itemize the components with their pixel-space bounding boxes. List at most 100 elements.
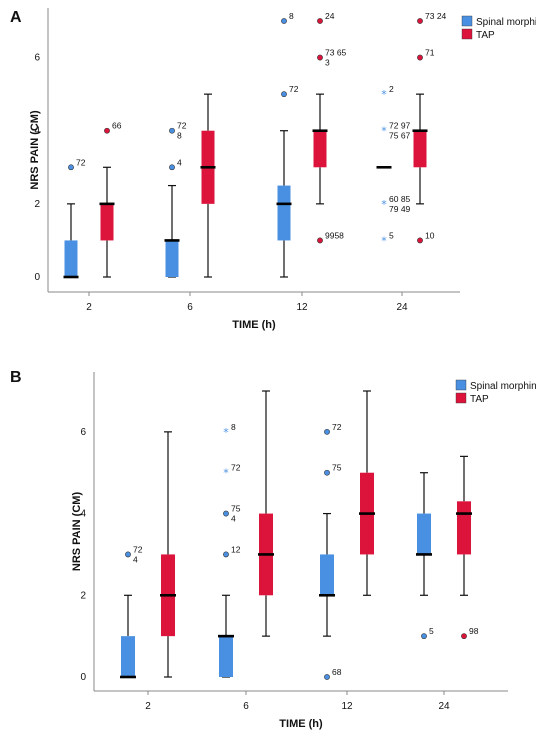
y-tick-label: 6 (80, 427, 86, 438)
legend-swatch (455, 379, 467, 391)
x-tick-label: 2 (145, 701, 151, 712)
outlier-label: 72 (289, 84, 299, 94)
outlier-extreme-point: * (381, 234, 387, 247)
y-tick-label: 0 (34, 272, 40, 283)
outlier-point (125, 551, 131, 558)
outlier-label: 98 (469, 626, 479, 636)
outlier-point (169, 127, 175, 134)
outlier-label: 68 (332, 667, 342, 677)
outlier-point (317, 54, 323, 61)
outlier-point (281, 91, 287, 98)
outlier-point (461, 633, 467, 640)
outlier-label: 71 (425, 48, 435, 58)
outlier-label: 72 (133, 544, 143, 554)
outlier-extreme-point: * (223, 467, 229, 480)
outlier-label: 4 (133, 554, 138, 564)
outlier-point (324, 428, 330, 435)
outlier-label: 5 (429, 626, 434, 636)
outlier-label: 72 97 (389, 121, 411, 131)
y-tick-label: 2 (34, 199, 40, 210)
outlier-label: 72 (76, 157, 86, 167)
outlier-label: 24 (325, 11, 335, 21)
box-spinal (121, 636, 135, 677)
outlier-point (417, 237, 423, 244)
outlier-label: 72 (231, 463, 241, 473)
x-axis-title: TIME (h) (279, 718, 323, 730)
x-tick-label: 6 (187, 302, 193, 313)
legend-swatch (461, 28, 473, 40)
box-spinal (277, 185, 291, 241)
outlier-point (223, 551, 229, 558)
legend-label: Spinal morphine (470, 381, 536, 392)
outlier-label: 72 (177, 121, 187, 131)
outlier-point (421, 633, 427, 640)
y-axis-title: NRS PAIN (CM) (71, 492, 83, 572)
x-tick-label: 6 (243, 701, 249, 712)
y-tick-label: 0 (80, 672, 86, 683)
outlier-point (324, 469, 330, 476)
legend-swatch (455, 392, 467, 404)
outlier-extreme-point: * (381, 88, 387, 101)
outlier-label: 4 (177, 157, 182, 167)
outlier-point (223, 510, 229, 517)
outlier-point (317, 18, 323, 24)
outlier-point (417, 18, 423, 24)
x-tick-label: 2 (86, 302, 92, 313)
y-tick-label: 4 (80, 509, 86, 520)
outlier-label: 9958 (325, 230, 344, 240)
outlier-label: 79 49 (389, 204, 411, 214)
x-tick-label: 24 (438, 701, 450, 712)
outlier-point (317, 237, 323, 244)
outlier-point (324, 674, 330, 680)
x-axis-title: TIME (h) (232, 319, 276, 331)
outlier-point (281, 18, 287, 24)
outlier-point (104, 127, 110, 134)
box-spinal (165, 240, 179, 277)
outlier-point (169, 164, 175, 171)
outlier-label: 5 (389, 230, 394, 240)
outlier-label: 8 (289, 11, 294, 21)
y-axis-title: NRS PAIN (CM) (29, 110, 41, 190)
box-tap (100, 203, 114, 241)
outlier-label: 72 (332, 422, 342, 432)
outlier-extreme-point: * (381, 125, 387, 138)
box-tap (413, 130, 427, 168)
outlier-label: 73 24 (425, 11, 447, 21)
y-tick-label: 6 (34, 53, 40, 64)
outlier-label: 8 (177, 131, 182, 141)
outlier-label: 60 85 (389, 194, 411, 204)
x-tick-label: 12 (341, 701, 353, 712)
x-tick-label: 12 (296, 302, 308, 313)
panel-letter: A (10, 9, 22, 26)
y-tick-label: 2 (80, 590, 86, 601)
box-tap (313, 130, 327, 168)
outlier-label: 66 (112, 121, 122, 131)
box-spinal (417, 513, 431, 555)
box-tap (457, 501, 471, 555)
outlier-label: 75 (231, 504, 241, 514)
outlier-extreme-point: * (223, 426, 229, 439)
outlier-label: 75 67 (389, 131, 411, 141)
outlier-label: 2 (389, 84, 394, 94)
legend-label: TAP (470, 394, 489, 405)
x-tick-label: 24 (396, 302, 408, 313)
outlier-label: 73 65 (325, 48, 347, 58)
outlier-point (417, 54, 423, 61)
outlier-point (68, 164, 74, 171)
box-spinal (219, 636, 233, 677)
legend-swatch (461, 15, 473, 27)
legend-label: Spinal morphine (476, 17, 536, 28)
panel-letter: B (10, 369, 22, 386)
box-spinal (64, 240, 78, 277)
outlier-label: 75 (332, 463, 342, 473)
legend-label: TAP (476, 30, 495, 41)
outlier-label: 8 (231, 422, 236, 432)
outlier-label: 12 (231, 544, 241, 554)
box-spinal (320, 554, 334, 596)
outlier-extreme-point: * (381, 198, 387, 211)
outlier-label: 4 (231, 514, 236, 524)
outlier-label: 3 (325, 58, 330, 68)
y-tick-label: 4 (34, 126, 40, 137)
outlier-label: 10 (425, 230, 435, 240)
